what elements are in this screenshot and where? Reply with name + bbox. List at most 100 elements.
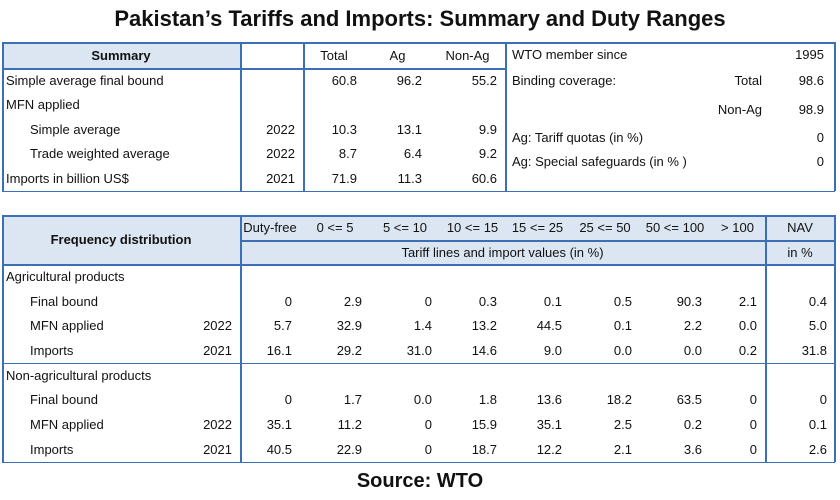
row-label: Final bound: [30, 293, 98, 309]
rule: [834, 215, 836, 462]
header-cell: 0 <= 5: [316, 220, 354, 235]
value-cell: 5.7: [273, 318, 292, 334]
row-label: Simple average: [30, 121, 121, 137]
rule: [2, 42, 835, 44]
value-cell: 29.2: [336, 342, 362, 358]
header-cell: Frequency distribution: [50, 232, 192, 247]
value-cell: 12.2: [536, 441, 562, 457]
value-cell: 1.7: [343, 392, 362, 408]
value-cell: 2.6: [808, 441, 827, 457]
rule: [765, 215, 767, 462]
group-label: Agricultural products: [6, 268, 125, 284]
value-cell: 2.1: [613, 441, 632, 457]
value-cell: 90.3: [676, 293, 702, 309]
value-cell: 9.9: [478, 121, 497, 137]
value-cell: 0: [424, 441, 432, 457]
year-cell: 2022: [266, 146, 295, 162]
value-cell: 0.0: [613, 342, 632, 358]
source: Source: WTO: [356, 470, 484, 492]
group-label: Non-agricultural products: [6, 367, 152, 383]
value-cell: 8.7: [338, 146, 357, 162]
value-cell: 0.0: [738, 318, 757, 334]
value-cell: 0: [749, 441, 757, 457]
value-cell: 63.5: [676, 392, 702, 408]
value-cell: 18.2: [606, 392, 632, 408]
value-cell: 0.4: [808, 293, 827, 309]
value-cell: 2.1: [738, 293, 757, 309]
info-label: Ag: Special safeguards (in % ): [512, 154, 687, 170]
value-cell: 0: [749, 417, 757, 433]
info-label: WTO member since: [512, 46, 628, 62]
info-label: Binding coverage:: [512, 72, 617, 88]
rule: [2, 264, 835, 266]
rule: [834, 42, 836, 191]
rule: [2, 215, 835, 217]
rule: [2, 461, 835, 464]
rule: [2, 215, 4, 462]
header-bg: [2, 215, 834, 264]
value-cell: 15.9: [471, 417, 497, 433]
row-label: Trade weighted average: [30, 146, 170, 162]
info-sublabel: Total: [734, 72, 762, 88]
value-cell: 0: [284, 293, 292, 309]
row-label: Imports in billion US$: [6, 170, 129, 186]
header-bg: [2, 42, 240, 68]
header-cell: 15 <= 25: [511, 220, 564, 235]
year-cell: 2022: [203, 417, 232, 433]
header-cell: NAV: [787, 220, 813, 235]
row-label: MFN applied: [6, 97, 80, 113]
row-label: MFN applied: [30, 318, 104, 334]
header-cell: Non-Ag: [445, 47, 490, 63]
header-cell: 50 <= 100: [645, 220, 705, 235]
value-cell: 0.2: [738, 342, 757, 358]
value-cell: 40.5: [266, 441, 292, 457]
value-cell: 2.2: [683, 318, 702, 334]
row-label: Simple average final bound: [6, 72, 164, 88]
value-cell: 0.1: [613, 318, 632, 334]
value-cell: 0.2: [683, 417, 702, 433]
header-cell: Tariff lines and import values (in %): [401, 244, 604, 260]
rule: [240, 240, 835, 242]
rule: [303, 42, 305, 191]
value-cell: 0: [424, 417, 432, 433]
value-cell: 3.6: [683, 441, 702, 457]
value-cell: 1.4: [413, 318, 432, 334]
value-cell: 13.6: [536, 392, 562, 408]
value-cell: 6.4: [403, 146, 422, 162]
value-cell: 13.2: [471, 318, 497, 334]
value-cell: 11.3: [397, 170, 422, 186]
year-cell: 2021: [266, 170, 295, 186]
value-cell: 16.1: [266, 342, 292, 358]
value-cell: 9.2: [478, 146, 497, 162]
header-cell: Summary: [91, 47, 151, 63]
value-cell: 0: [819, 392, 827, 408]
header-cell: Duty-free: [243, 220, 297, 235]
value-cell: 32.9: [336, 318, 362, 334]
value-cell: 22.9: [336, 441, 362, 457]
value-cell: 1.8: [478, 392, 497, 408]
rule: [2, 68, 505, 70]
value-cell: 2.5: [613, 417, 632, 433]
rule: [2, 362, 835, 365]
value-cell: 2.9: [343, 293, 362, 309]
row-label: Imports: [30, 342, 74, 358]
info-value: 98.6: [798, 72, 824, 88]
value-cell: 9.0: [543, 342, 562, 358]
year-cell: 2022: [266, 121, 295, 137]
value-cell: 5.0: [808, 318, 827, 334]
info-label: Ag: Tariff quotas (in %): [512, 129, 644, 145]
value-cell: 0.5: [613, 293, 632, 309]
header-cell: > 100: [721, 220, 754, 235]
row-label: MFN applied: [30, 417, 104, 433]
value-cell: 0.1: [808, 417, 827, 433]
value-cell: 0: [424, 293, 432, 309]
info-value: 0: [816, 129, 824, 145]
value-cell: 35.1: [536, 417, 562, 433]
info-sublabel: Non-Ag: [717, 102, 762, 118]
rule: [2, 190, 835, 192]
value-cell: 96.2: [396, 72, 422, 88]
year-cell: 2021: [203, 342, 232, 358]
rule: [505, 42, 507, 191]
value-cell: 35.1: [266, 417, 292, 433]
rule: [240, 215, 242, 462]
